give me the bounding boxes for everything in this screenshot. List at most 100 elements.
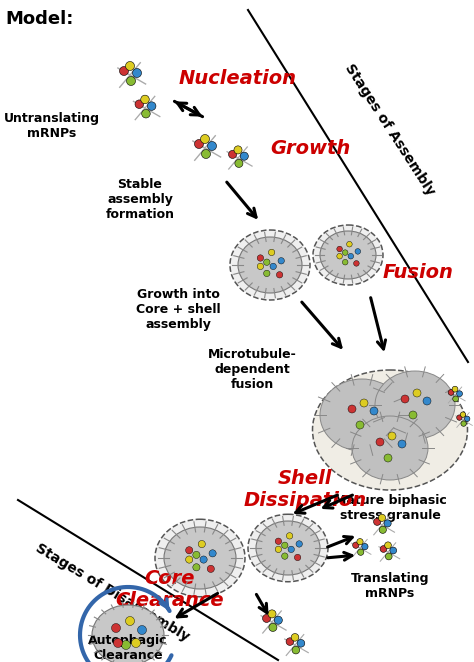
Circle shape — [278, 258, 284, 264]
Circle shape — [113, 639, 122, 647]
Text: Mature biphasic
stress granule: Mature biphasic stress granule — [334, 494, 447, 522]
Circle shape — [201, 134, 210, 144]
Circle shape — [234, 146, 242, 154]
Circle shape — [276, 271, 283, 278]
Circle shape — [291, 634, 299, 641]
Circle shape — [127, 77, 136, 85]
Ellipse shape — [352, 416, 428, 480]
Circle shape — [274, 616, 283, 624]
Circle shape — [268, 610, 276, 618]
Circle shape — [379, 526, 386, 534]
Circle shape — [356, 421, 364, 429]
Circle shape — [135, 100, 144, 109]
Circle shape — [147, 102, 156, 111]
Circle shape — [390, 547, 397, 554]
Circle shape — [292, 646, 300, 654]
Circle shape — [209, 549, 216, 557]
Circle shape — [268, 249, 275, 256]
Circle shape — [348, 254, 354, 259]
Circle shape — [264, 259, 270, 265]
Text: Fusion: Fusion — [383, 263, 454, 281]
Circle shape — [282, 553, 288, 559]
Circle shape — [137, 626, 146, 634]
Circle shape — [275, 538, 282, 544]
Circle shape — [423, 397, 431, 405]
Circle shape — [228, 150, 237, 158]
Text: Untranslating
mRNPs: Untranslating mRNPs — [4, 112, 100, 140]
Circle shape — [296, 541, 302, 547]
Circle shape — [465, 416, 470, 422]
Circle shape — [126, 616, 135, 626]
Circle shape — [193, 551, 200, 559]
Ellipse shape — [238, 237, 302, 293]
Ellipse shape — [230, 230, 310, 300]
Ellipse shape — [375, 371, 455, 439]
Ellipse shape — [312, 370, 467, 490]
Circle shape — [337, 246, 342, 252]
Circle shape — [457, 415, 462, 420]
Circle shape — [207, 565, 214, 573]
Circle shape — [346, 242, 352, 247]
Ellipse shape — [320, 379, 404, 451]
Circle shape — [384, 454, 392, 462]
Circle shape — [453, 396, 458, 402]
Text: Growth: Growth — [270, 138, 350, 158]
Circle shape — [297, 639, 305, 647]
Circle shape — [452, 386, 458, 392]
Circle shape — [288, 546, 294, 553]
Circle shape — [378, 514, 386, 522]
Circle shape — [353, 542, 359, 548]
Text: Core
Clearance: Core Clearance — [116, 569, 224, 610]
Text: Model:: Model: — [5, 10, 73, 28]
Circle shape — [286, 638, 294, 645]
Circle shape — [270, 263, 276, 269]
Text: Nucleation: Nucleation — [179, 68, 297, 87]
Text: Autophagic
Clearance: Autophagic Clearance — [88, 634, 168, 662]
Circle shape — [384, 520, 391, 527]
Circle shape — [133, 68, 142, 77]
Circle shape — [355, 249, 361, 254]
Circle shape — [275, 546, 282, 553]
Ellipse shape — [256, 521, 320, 575]
Circle shape — [348, 405, 356, 413]
Ellipse shape — [92, 605, 164, 662]
Circle shape — [194, 140, 203, 148]
Circle shape — [198, 540, 205, 547]
Circle shape — [460, 412, 465, 417]
Circle shape — [126, 62, 135, 70]
Circle shape — [413, 389, 421, 397]
Circle shape — [398, 440, 406, 448]
Circle shape — [354, 261, 359, 266]
Circle shape — [380, 545, 387, 552]
Circle shape — [257, 255, 264, 261]
Text: Translating
mRNPs: Translating mRNPs — [351, 572, 429, 600]
Circle shape — [111, 624, 120, 632]
Ellipse shape — [155, 519, 245, 596]
Circle shape — [376, 438, 384, 446]
Circle shape — [385, 553, 392, 560]
Circle shape — [357, 539, 363, 545]
Circle shape — [401, 395, 409, 403]
Ellipse shape — [248, 514, 328, 582]
Circle shape — [200, 556, 207, 563]
Text: Stages of Disassembly: Stages of Disassembly — [33, 542, 191, 645]
Circle shape — [374, 518, 381, 526]
Ellipse shape — [313, 225, 383, 285]
Circle shape — [264, 270, 270, 277]
Circle shape — [370, 407, 378, 415]
Circle shape — [456, 391, 463, 397]
Ellipse shape — [320, 231, 376, 279]
Text: Stages of Assembly: Stages of Assembly — [342, 62, 438, 199]
Text: Stable
assembly
formation: Stable assembly formation — [106, 178, 174, 221]
Circle shape — [362, 544, 368, 549]
Circle shape — [141, 95, 149, 104]
Circle shape — [131, 639, 140, 647]
Circle shape — [240, 152, 248, 160]
Circle shape — [121, 641, 130, 649]
Circle shape — [360, 399, 368, 407]
Circle shape — [384, 542, 392, 549]
Circle shape — [388, 432, 396, 440]
Circle shape — [119, 66, 128, 75]
Text: Shell
Dissipation: Shell Dissipation — [244, 469, 366, 510]
Circle shape — [294, 554, 301, 561]
